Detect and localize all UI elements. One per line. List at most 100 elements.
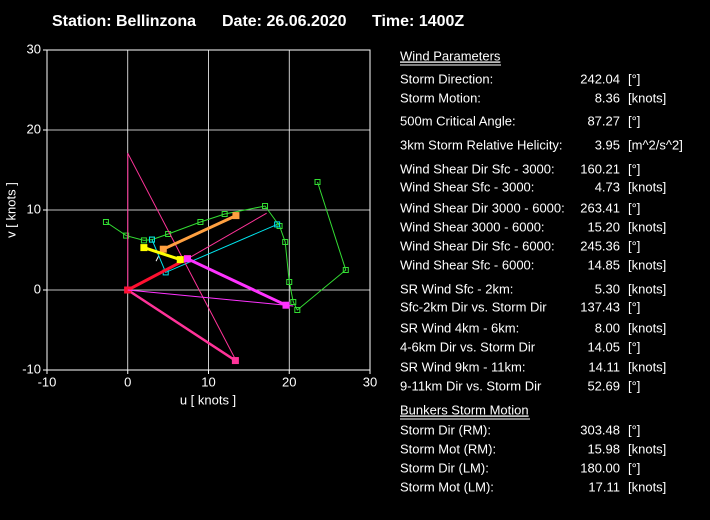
- date: Date: 26.06.2020: [222, 13, 347, 30]
- x-tick-label: 10: [201, 374, 215, 389]
- param-label: Sfc-2km Dir vs. Storm Dir: [400, 299, 547, 314]
- param-value: 15.20: [587, 219, 620, 234]
- param-unit: [°]: [628, 238, 640, 253]
- param-value: 87.27: [587, 113, 620, 128]
- y-tick-label: -10: [22, 361, 41, 376]
- param-unit: [knots]: [628, 219, 666, 234]
- param-unit: [°]: [628, 460, 640, 475]
- hodograph-line: [186, 257, 287, 307]
- param-value: 245.36: [580, 238, 620, 253]
- param-label: SR Wind 9km - 11km:: [400, 359, 525, 374]
- param-label: 3km Storm Relative Helicity:: [400, 137, 563, 152]
- param-unit: [m^2/s^2]: [628, 137, 683, 152]
- param-unit: [°]: [628, 161, 640, 176]
- param-label: Storm Motion:: [400, 90, 481, 105]
- param-label: 4-6km Dir vs. Storm Dir: [400, 339, 536, 354]
- param-label: 500m Critical Angle:: [400, 113, 516, 128]
- point-marker: [286, 279, 293, 285]
- param-label: Wind Shear Sfc - 3000:: [400, 179, 534, 194]
- point-marker: [282, 301, 290, 309]
- panel-heading: Wind Parameters: [400, 48, 501, 63]
- param-value: 15.98: [587, 441, 620, 456]
- hodograph-line: [143, 246, 181, 262]
- param-unit: [°]: [628, 378, 640, 393]
- hodograph-line: [127, 152, 237, 361]
- param-value: 14.85: [587, 257, 620, 272]
- point-marker: [314, 179, 321, 185]
- hodograph-line: [127, 288, 237, 362]
- point-marker: [140, 244, 148, 252]
- plot-frame: [46, 49, 371, 371]
- param-unit: [knots]: [628, 179, 666, 194]
- point-marker: [342, 267, 349, 273]
- param-unit: [knots]: [628, 359, 666, 374]
- x-tick-label: 20: [282, 374, 296, 389]
- param-value: 14.11: [588, 359, 620, 374]
- param-label: Storm Mot (LM):: [400, 479, 494, 494]
- x-tick-label: 0: [124, 374, 131, 389]
- param-unit: [°]: [628, 200, 640, 215]
- param-value: 242.04: [580, 71, 620, 86]
- param-label: SR Wind Sfc - 2km:: [400, 281, 513, 296]
- point-marker: [232, 212, 240, 220]
- param-label: SR Wind 4km - 6km:: [400, 320, 519, 335]
- station: Station: Bellinzona: [52, 13, 196, 30]
- param-unit: [°]: [628, 113, 640, 128]
- param-unit: [°]: [628, 422, 640, 437]
- param-unit: [knots]: [628, 257, 666, 272]
- y-tick-label: 20: [27, 121, 41, 136]
- param-unit: [°]: [628, 339, 640, 354]
- param-label: Storm Dir (RM):: [400, 422, 491, 437]
- param-value: 3.95: [595, 137, 620, 152]
- point-marker: [274, 221, 281, 228]
- param-label: 9-11km Dir vs. Storm Dir: [400, 378, 542, 393]
- param-label: Storm Direction:: [400, 71, 493, 86]
- param-label: Wind Shear Dir 3000 - 6000:: [400, 200, 565, 215]
- point-marker: [123, 232, 130, 239]
- param-unit: [°]: [628, 299, 640, 314]
- x-tick-label: 30: [363, 374, 377, 389]
- x-tick-label: -10: [38, 374, 57, 389]
- param-unit: [knots]: [628, 281, 666, 296]
- point-marker: [197, 219, 204, 225]
- param-unit: [°]: [628, 71, 640, 86]
- param-label: Storm Dir (LM):: [400, 460, 489, 475]
- panel-heading: Bunkers Storm Motion: [400, 402, 529, 417]
- param-value: 8.36: [595, 90, 620, 105]
- y-tick-label: 0: [34, 281, 41, 296]
- hodograph-line: [127, 257, 189, 292]
- y-tick-label: 30: [27, 41, 41, 56]
- hodograph-line: [155, 256, 159, 262]
- time: Time: 1400Z: [372, 13, 464, 30]
- point-marker: [140, 237, 147, 244]
- point-marker: [148, 236, 155, 243]
- point-marker: [176, 256, 184, 264]
- param-value: 263.41: [580, 200, 620, 215]
- param-unit: [knots]: [628, 320, 666, 335]
- point-marker: [102, 219, 109, 225]
- point-marker: [262, 203, 269, 209]
- point-marker: [290, 299, 297, 305]
- param-unit: [knots]: [628, 90, 666, 105]
- param-value: 180.00: [580, 460, 620, 475]
- param-label: Wind Shear Sfc - 6000:: [400, 257, 534, 272]
- param-label: Wind Shear Dir Sfc - 6000:: [400, 238, 555, 253]
- hodograph-line: [187, 212, 267, 260]
- param-value: 160.21: [580, 161, 620, 176]
- param-value: 8.00: [595, 320, 620, 335]
- point-marker: [294, 307, 301, 313]
- point-marker: [282, 239, 289, 245]
- point-marker: [221, 211, 228, 217]
- param-value: 4.73: [595, 179, 620, 194]
- y-tick-label: 10: [27, 201, 41, 216]
- hodograph-line: [162, 214, 237, 251]
- point-marker: [159, 245, 167, 253]
- param-label: Wind Shear 3000 - 6000:: [400, 219, 545, 234]
- param-value: 17.11: [588, 479, 620, 494]
- point-marker: [231, 357, 239, 365]
- param-value: 14.05: [587, 339, 620, 354]
- x-axis-label: u [ knots ]: [180, 392, 236, 407]
